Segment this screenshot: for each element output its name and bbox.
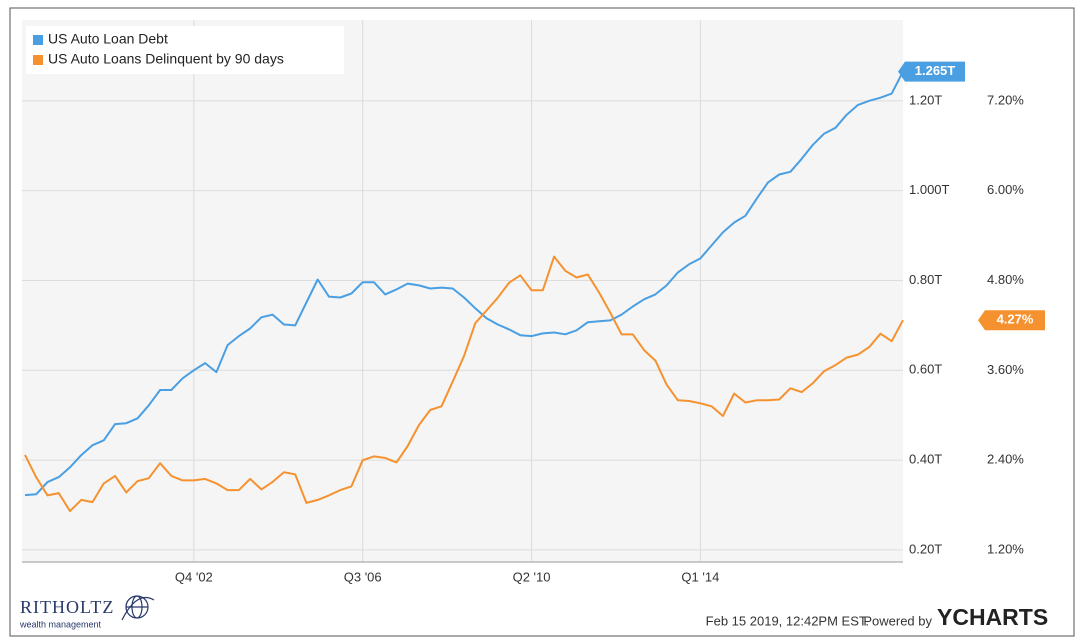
legend-swatch xyxy=(33,55,43,65)
legend: US Auto Loan Debt US Auto Loans Delinquen… xyxy=(26,26,344,74)
x-tick-label: Q2 '10 xyxy=(513,569,551,584)
y-tick-label: 1.000T xyxy=(909,182,950,197)
x-tick-label: Q1 '14 xyxy=(681,569,719,584)
series-line xyxy=(24,255,904,513)
end-label-tag xyxy=(898,61,965,82)
series-line xyxy=(24,71,904,497)
y-tick-label: 0.80T xyxy=(909,272,942,287)
y2-tick-label: 4.80% xyxy=(987,272,1024,287)
brand: RITHOLTZ xyxy=(20,597,114,617)
x-tick-label: Q4 '02 xyxy=(175,569,213,584)
y-tick-label: 0.20T xyxy=(909,541,942,556)
brand-logo xyxy=(121,595,155,621)
legend-label: US Auto Loan Debt xyxy=(48,31,168,47)
legend-label: US Auto Loans Delinquent by 90 days xyxy=(48,51,284,67)
y-tick-label: 1.20T xyxy=(909,92,942,107)
y-tick-label: 0.60T xyxy=(909,362,942,377)
powered-by: Powered by xyxy=(863,613,932,628)
y2-tick-label: 7.20% xyxy=(987,92,1024,107)
footer: RITHOLTZ wealth management Feb 15 2019, … xyxy=(19,595,1048,630)
brand-tagline: wealth management xyxy=(19,619,102,629)
grid xyxy=(22,20,903,562)
y2-tick-label: 6.00% xyxy=(987,182,1024,197)
y2-tick-label: 3.60% xyxy=(987,362,1024,377)
end-label: 1.265T xyxy=(915,63,956,78)
end-label: 4.27% xyxy=(997,312,1034,327)
y2-tick-label: 2.40% xyxy=(987,452,1024,467)
x-tick-label: Q3 '06 xyxy=(344,569,382,584)
provider: YCHARTS xyxy=(937,604,1048,630)
end-label-tag xyxy=(978,310,1045,331)
legend-swatch xyxy=(33,35,43,45)
lines xyxy=(24,71,904,513)
timestamp: Feb 15 2019, 12:42PM EST. xyxy=(706,613,869,628)
y-tick-label: 0.40T xyxy=(909,452,942,467)
y2-tick-label: 1.20% xyxy=(987,541,1024,556)
legend-box xyxy=(26,26,344,74)
